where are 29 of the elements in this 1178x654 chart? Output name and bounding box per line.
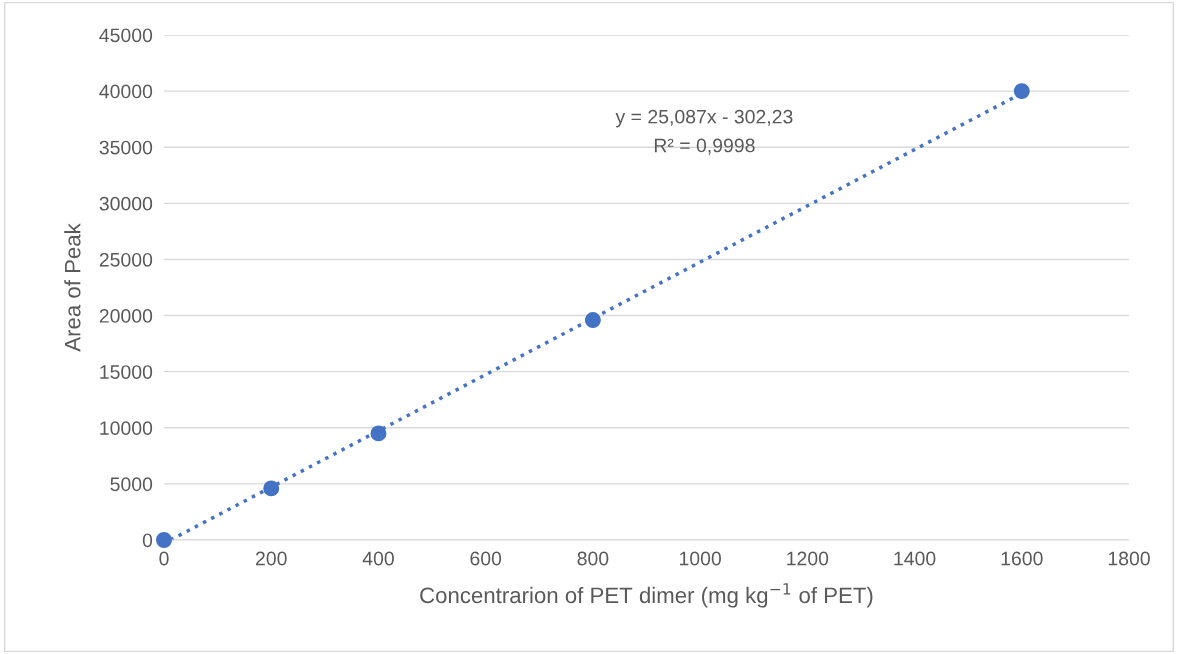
x-tick-label: 200 — [255, 551, 287, 566]
x-tick-label: 800 — [577, 551, 609, 566]
y-tick-label: 45000 — [99, 28, 153, 43]
x-tick-label: 1200 — [787, 551, 829, 566]
x-tick-label: 1400 — [894, 551, 936, 566]
y-tick-label: 40000 — [99, 84, 153, 99]
annotation: R² = 0,9998 — [654, 138, 755, 155]
x-tick-label: 1600 — [1001, 551, 1043, 566]
x-tick-label: 400 — [362, 551, 394, 566]
y-tick-label: 30000 — [99, 196, 153, 211]
y-tick-label: 20000 — [99, 309, 153, 323]
annotation: y = 25,087x - 302,23 — [615, 109, 793, 128]
x-tick-label: 0 — [159, 551, 169, 566]
point — [263, 480, 280, 497]
point — [1013, 83, 1030, 100]
y-tick-label: 35000 — [99, 140, 153, 155]
x-tick-label: 1800 — [1108, 551, 1150, 566]
x-tick-label: 1000 — [679, 551, 721, 566]
y-tick-label: 5000 — [110, 477, 153, 492]
y-tick-label: 10000 — [100, 421, 153, 436]
x-tick-label: 600 — [470, 551, 502, 566]
y-axis-title: Area of Peak — [64, 223, 81, 352]
point — [156, 532, 172, 548]
y-tick-label: 0 — [142, 533, 153, 548]
point — [370, 425, 387, 442]
y-tick-label: 25000 — [99, 252, 153, 267]
point — [584, 312, 601, 329]
x-axis-title: Concentrarion of PET dimer (mg kg$^{−1}$ of PET) — [420, 583, 873, 608]
y-tick-label: 15000 — [100, 365, 153, 379]
